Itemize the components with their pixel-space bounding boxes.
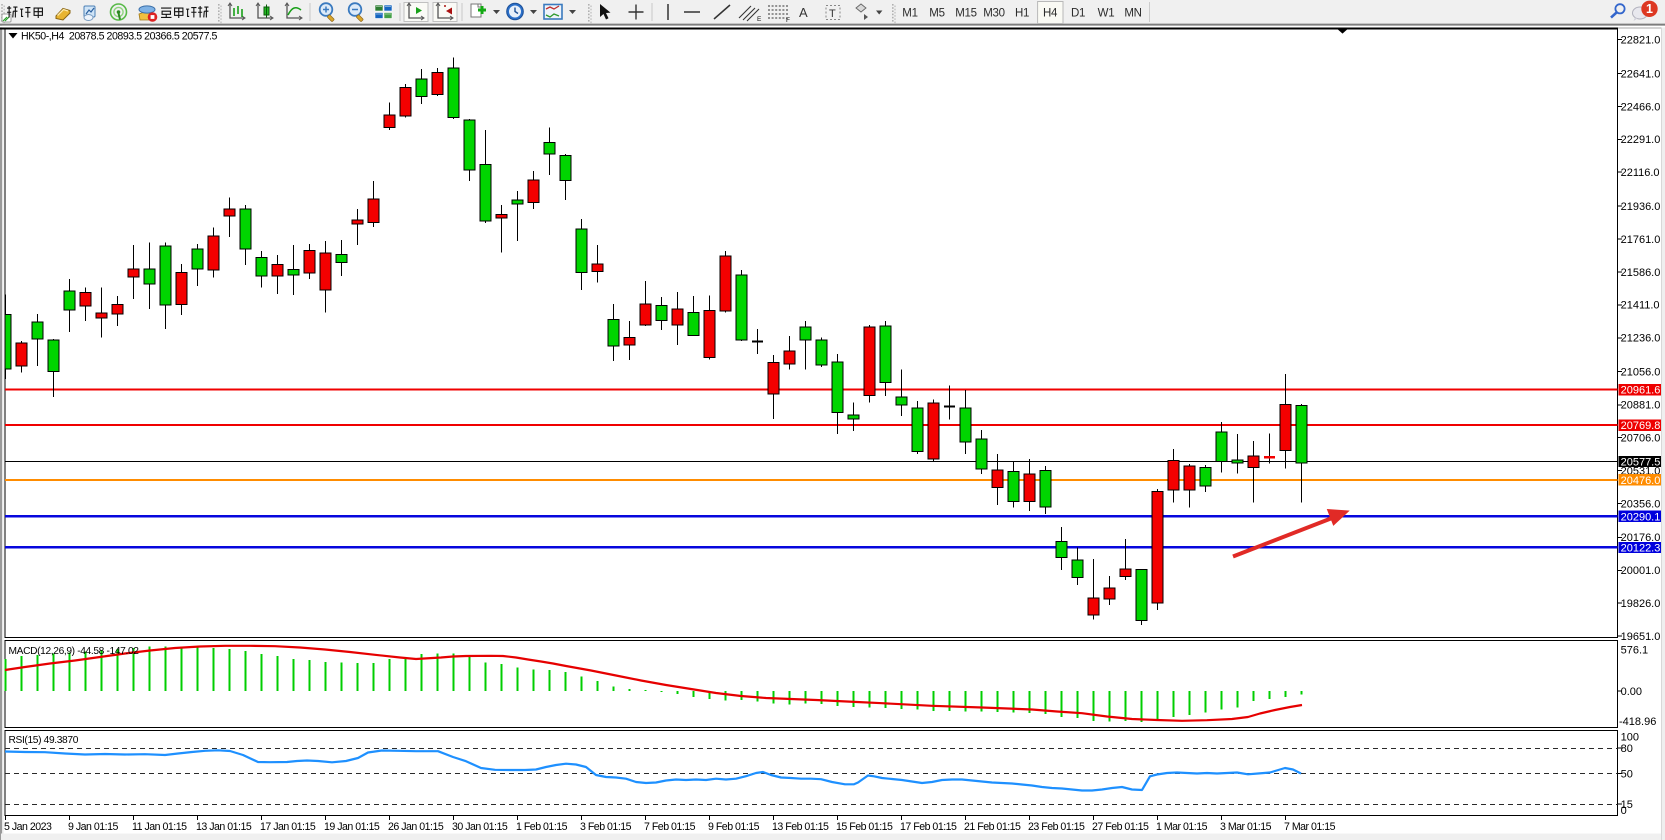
svg-text:3 Feb 01:15: 3 Feb 01:15: [580, 821, 632, 833]
svg-text:21236.0: 21236.0: [1621, 333, 1661, 345]
svg-text:27 Feb 01:15: 27 Feb 01:15: [1092, 821, 1149, 833]
svg-text:1 Mar 01:15: 1 Mar 01:15: [1156, 821, 1208, 833]
svg-text:0: 0: [1621, 805, 1627, 817]
svg-text:19651.0: 19651.0: [1621, 631, 1661, 643]
svg-text:20290.1: 20290.1: [1621, 511, 1661, 523]
svg-text:A: A: [799, 5, 808, 20]
svg-text:20001.0: 20001.0: [1621, 565, 1661, 577]
svg-text:22466.0: 22466.0: [1621, 101, 1661, 113]
svg-text:F: F: [786, 17, 790, 24]
svg-text:W1: W1: [1098, 8, 1115, 20]
svg-text:19 Jan 01:15: 19 Jan 01:15: [324, 821, 380, 833]
svg-text:E: E: [757, 16, 762, 23]
svg-text:M30: M30: [983, 8, 1004, 20]
svg-text:22291.0: 22291.0: [1621, 134, 1661, 146]
svg-text:26 Jan 01:15: 26 Jan 01:15: [388, 821, 444, 833]
svg-text:RSI(15) 49.3870: RSI(15) 49.3870: [9, 735, 79, 746]
svg-text:0.00: 0.00: [1621, 686, 1642, 698]
svg-text:15: 15: [1621, 799, 1633, 811]
svg-text:15 Feb 01:15: 15 Feb 01:15: [836, 821, 893, 833]
svg-text:20176.0: 20176.0: [1621, 532, 1661, 544]
svg-text:21936.0: 21936.0: [1621, 201, 1661, 213]
svg-text:5 Jan 2023: 5 Jan 2023: [4, 821, 52, 833]
svg-text:M15: M15: [955, 8, 976, 20]
svg-text:-418.96: -418.96: [1619, 716, 1656, 728]
svg-text:80: 80: [1621, 743, 1633, 755]
svg-text:17 Feb 01:15: 17 Feb 01:15: [900, 821, 957, 833]
svg-text:20961.6: 20961.6: [1621, 385, 1661, 397]
svg-text:21 Feb 01:15: 21 Feb 01:15: [964, 821, 1021, 833]
svg-text:50: 50: [1621, 769, 1633, 781]
svg-text:20476.0: 20476.0: [1621, 475, 1661, 487]
svg-text:22821.0: 22821.0: [1621, 35, 1661, 47]
svg-text:9 Jan 01:15: 9 Jan 01:15: [68, 821, 118, 833]
svg-text:M5: M5: [929, 8, 944, 20]
svg-text:M1: M1: [902, 8, 917, 20]
svg-text:7 Feb 01:15: 7 Feb 01:15: [644, 821, 696, 833]
svg-text:HK50-,H4 20878.5 20893.5 2036: HK50-,H4 20878.5 20893.5 20366.5 20577.5: [21, 30, 218, 42]
svg-text:21586.0: 21586.0: [1621, 267, 1661, 279]
svg-text:17 Jan 01:15: 17 Jan 01:15: [260, 821, 316, 833]
svg-text:D1: D1: [1071, 8, 1085, 20]
svg-text:3 Mar 01:15: 3 Mar 01:15: [1220, 821, 1272, 833]
svg-text:21056.0: 21056.0: [1621, 367, 1661, 379]
svg-text:576.1: 576.1: [1621, 644, 1649, 656]
svg-text:20769.8: 20769.8: [1621, 420, 1661, 432]
svg-text:20881.0: 20881.0: [1621, 400, 1661, 412]
svg-text:19826.0: 19826.0: [1621, 598, 1661, 610]
svg-text:100: 100: [1621, 732, 1639, 744]
svg-text:20706.0: 20706.0: [1621, 433, 1661, 445]
svg-text:20577.5: 20577.5: [1621, 457, 1661, 469]
svg-text:22116.0: 22116.0: [1621, 167, 1660, 179]
svg-text:11 Jan 01:15: 11 Jan 01:15: [132, 821, 187, 833]
svg-text:MN: MN: [1124, 8, 1141, 20]
svg-text:22641.0: 22641.0: [1621, 68, 1661, 80]
svg-text:21411.0: 21411.0: [1621, 300, 1660, 312]
svg-text:30 Jan 01:15: 30 Jan 01:15: [452, 821, 508, 833]
svg-text:13 Feb 01:15: 13 Feb 01:15: [772, 821, 829, 833]
svg-text:1 Feb 01:15: 1 Feb 01:15: [516, 821, 568, 833]
svg-text:T: T: [829, 8, 836, 20]
svg-text:21761.0: 21761.0: [1621, 234, 1661, 246]
svg-text:20122.3: 20122.3: [1621, 543, 1661, 555]
svg-text:1: 1: [1646, 2, 1653, 16]
svg-text:23 Feb 01:15: 23 Feb 01:15: [1028, 821, 1085, 833]
svg-text:9 Feb 01:15: 9 Feb 01:15: [708, 821, 760, 833]
svg-text:H1: H1: [1015, 8, 1029, 20]
svg-text:H4: H4: [1043, 8, 1058, 20]
svg-text:MACD(12,26,9) -44.58 -147.02: MACD(12,26,9) -44.58 -147.02: [9, 646, 140, 657]
svg-text:20356.0: 20356.0: [1621, 498, 1661, 510]
svg-text:7 Mar 01:15: 7 Mar 01:15: [1284, 821, 1336, 833]
svg-text:13 Jan 01:15: 13 Jan 01:15: [196, 821, 252, 833]
